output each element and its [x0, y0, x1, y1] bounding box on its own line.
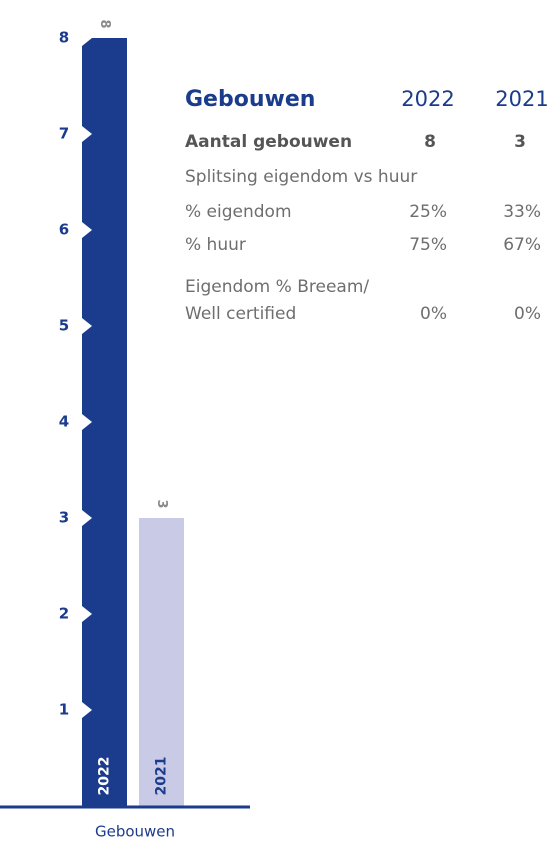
y-tick-label: 7: [59, 125, 69, 143]
table-title: Gebouwen: [185, 87, 315, 112]
cell: 0%: [420, 304, 447, 324]
row-label: Aantal gebouwen: [185, 132, 352, 152]
cell: 3: [514, 132, 526, 152]
column-header: 2022: [401, 87, 454, 111]
category-label: 2021: [154, 757, 170, 796]
cell: 0%: [514, 304, 541, 324]
row-label: % huur: [185, 235, 246, 255]
bar: [139, 518, 184, 806]
cell: 75%: [409, 235, 447, 255]
data-label: 3: [154, 499, 169, 508]
y-tick-label: 1: [59, 701, 69, 719]
category-label: 2022: [97, 757, 113, 796]
cell: 8: [424, 132, 436, 152]
cell: 25%: [409, 202, 447, 222]
tick-mark: [82, 30, 92, 46]
tick-mark: [82, 318, 92, 334]
data-label: 8: [97, 19, 112, 28]
x-axis-label: Gebouwen: [95, 823, 175, 841]
tick-mark: [82, 702, 92, 718]
cell: 67%: [503, 235, 541, 255]
row-label: Splitsing eigendom vs huur: [185, 167, 417, 187]
y-tick-label: 2: [59, 605, 69, 623]
tick-mark: [82, 126, 92, 142]
y-tick-label: 5: [59, 317, 69, 335]
tick-mark: [82, 510, 92, 526]
tick-mark: [82, 606, 92, 622]
y-tick-label: 4: [59, 413, 69, 431]
row-label: Well certified: [185, 304, 296, 324]
column-header: 2021: [495, 87, 548, 111]
y-tick-label: 8: [59, 29, 69, 47]
tick-mark: [82, 414, 92, 430]
y-tick-label: 6: [59, 221, 69, 239]
row-label: % eigendom: [185, 202, 292, 222]
cell: 33%: [503, 202, 541, 222]
y-tick-label: 3: [59, 509, 69, 527]
row-label: Eigendom % Breeam/: [185, 277, 369, 297]
tick-mark: [82, 222, 92, 238]
